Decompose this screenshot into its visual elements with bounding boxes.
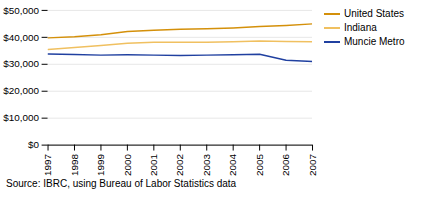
html-text:Indiana: Indiana <box>344 22 377 33</box>
html-text:United States: United States <box>344 8 404 19</box>
svg-text:$30,000: $30,000 <box>3 58 39 69</box>
svg-text:2006: 2006 <box>280 154 291 177</box>
svg-text:2005: 2005 <box>254 154 265 177</box>
svg-text:$40,000: $40,000 <box>3 32 39 43</box>
svg-text:$0: $0 <box>28 139 40 150</box>
svg-text:2003: 2003 <box>201 154 212 177</box>
svg-text:1997: 1997 <box>42 154 53 176</box>
svg-text:2001: 2001 <box>148 154 159 177</box>
svg-text:1998: 1998 <box>69 154 80 177</box>
html-text:Muncie Metro: Muncie Metro <box>344 36 405 47</box>
svg-text:1999: 1999 <box>95 154 106 177</box>
svg-text:2000: 2000 <box>122 154 133 177</box>
svg-text:$10,000: $10,000 <box>3 112 39 123</box>
svg-text:2004: 2004 <box>227 154 238 177</box>
svg-text:$50,000: $50,000 <box>3 5 39 16</box>
html-text:Source: IBRC, using Bureau of: Source: IBRC, using Bureau of Labor Stat… <box>6 178 237 190</box>
svg-text:2002: 2002 <box>174 154 185 176</box>
svg-text:$20,000: $20,000 <box>3 85 39 96</box>
svg-text:2007: 2007 <box>307 154 318 176</box>
